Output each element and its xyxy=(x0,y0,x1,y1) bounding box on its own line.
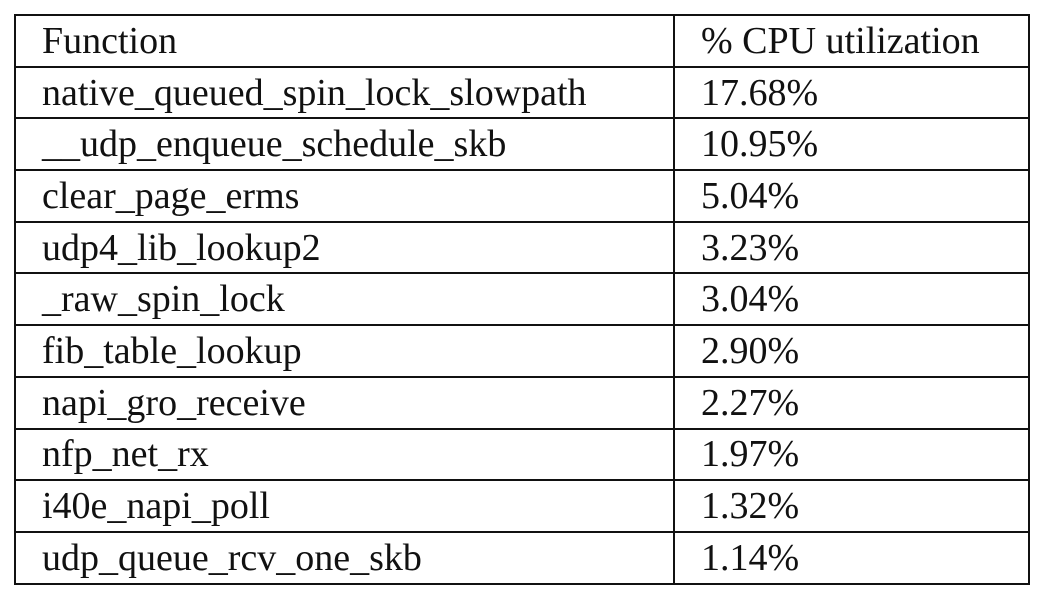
table-row: nfp_net_rx 1.97% xyxy=(14,427,1030,482)
table-row: fib_table_lookup 2.90% xyxy=(14,324,1030,378)
cpu-cell: 17.68% xyxy=(673,65,1030,120)
function-cell: native_queued_spin_lock_slowpath xyxy=(14,65,675,120)
function-cell: udp_queue_rcv_one_skb xyxy=(14,530,675,585)
cpu-cell: 3.04% xyxy=(673,272,1030,327)
table-row: napi_gro_receive 2.27% xyxy=(14,375,1030,430)
function-cell: __udp_enqueue_schedule_skb xyxy=(14,117,675,172)
table-row: __udp_enqueue_schedule_skb 10.95% xyxy=(14,117,1030,172)
cpu-cell: 1.32% xyxy=(673,479,1030,533)
cpu-cell: 3.23% xyxy=(673,220,1030,275)
function-column-header: Function xyxy=(14,14,675,68)
table-row: udp_queue_rcv_one_skb 1.14% xyxy=(14,530,1030,585)
function-cell: nfp_net_rx xyxy=(14,427,675,482)
cpu-column-header: % CPU utilization xyxy=(673,14,1030,68)
table-row: native_queued_spin_lock_slowpath 17.68% xyxy=(14,65,1030,120)
table-row: clear_page_erms 5.04% xyxy=(14,169,1030,223)
table-row: _raw_spin_lock 3.04% xyxy=(14,272,1030,327)
cpu-utilization-table-container: Function % CPU utilization native_queued… xyxy=(14,14,1030,585)
table-header-row: Function % CPU utilization xyxy=(14,14,1030,68)
cpu-cell: 1.14% xyxy=(673,530,1030,585)
cpu-cell: 10.95% xyxy=(673,117,1030,172)
cpu-cell: 5.04% xyxy=(673,169,1030,223)
cpu-cell: 2.27% xyxy=(673,375,1030,430)
function-cell: _raw_spin_lock xyxy=(14,272,675,327)
function-cell: napi_gro_receive xyxy=(14,375,675,430)
function-cell: fib_table_lookup xyxy=(14,324,675,378)
table-row: i40e_napi_poll 1.32% xyxy=(14,479,1030,533)
function-cell: i40e_napi_poll xyxy=(14,479,675,533)
cpu-utilization-table: Function % CPU utilization native_queued… xyxy=(14,14,1030,585)
cpu-cell: 2.90% xyxy=(673,324,1030,378)
function-cell: udp4_lib_lookup2 xyxy=(14,220,675,275)
function-cell: clear_page_erms xyxy=(14,169,675,223)
table-row: udp4_lib_lookup2 3.23% xyxy=(14,220,1030,275)
cpu-cell: 1.97% xyxy=(673,427,1030,482)
